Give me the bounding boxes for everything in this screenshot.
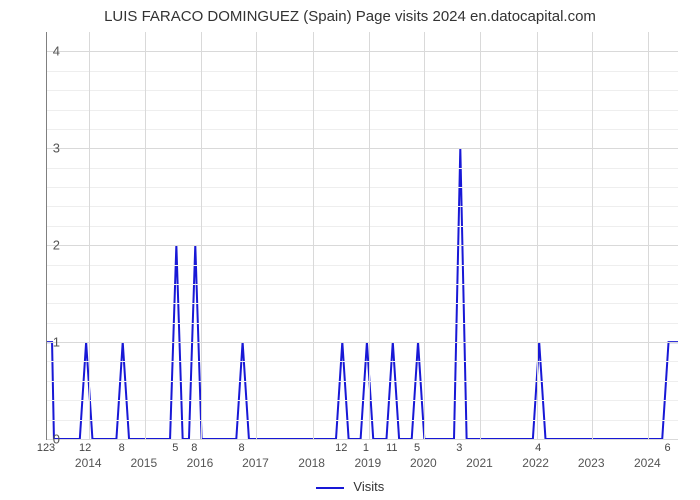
gridline-v (424, 32, 425, 439)
spike-value-label: 1 (363, 442, 369, 454)
legend: Visits (0, 479, 700, 494)
minor-gridline-h (47, 400, 678, 401)
chart-title: LUIS FARACO DOMINGUEZ (Spain) Page visit… (0, 8, 700, 25)
spike-value-label: 5 (172, 442, 178, 454)
spike-value-label: 12 (79, 442, 91, 454)
minor-gridline-h (47, 168, 678, 169)
spike-value-label: 5 (414, 442, 420, 454)
x-tick-year-label: 2015 (130, 456, 157, 470)
gridline-h (47, 51, 678, 52)
gridline-v (648, 32, 649, 439)
gridline-h (47, 439, 678, 440)
minor-gridline-h (47, 381, 678, 382)
minor-gridline-h (47, 323, 678, 324)
plot-area (46, 32, 678, 440)
x-tick-year-label: 2022 (522, 456, 549, 470)
legend-label: Visits (353, 479, 384, 494)
gridline-v (201, 32, 202, 439)
gridline-v (537, 32, 538, 439)
y-tick-label: 3 (40, 141, 60, 156)
gridline-h (47, 245, 678, 246)
y-tick-label: 1 (40, 335, 60, 350)
gridline-v (256, 32, 257, 439)
chart-container: LUIS FARACO DOMINGUEZ (Spain) Page visit… (0, 0, 700, 500)
gridline-v (145, 32, 146, 439)
spike-value-label: 8 (239, 442, 245, 454)
minor-gridline-h (47, 303, 678, 304)
gridline-h (47, 148, 678, 149)
minor-gridline-h (47, 129, 678, 130)
minor-gridline-h (47, 420, 678, 421)
gridline-v (480, 32, 481, 439)
minor-gridline-h (47, 110, 678, 111)
x-tick-year-label: 2017 (242, 456, 269, 470)
spike-value-label: 3 (456, 442, 462, 454)
spike-value-label: 8 (191, 442, 197, 454)
spike-value-label: 123 (37, 442, 55, 454)
minor-gridline-h (47, 206, 678, 207)
minor-gridline-h (47, 265, 678, 266)
gridline-h (47, 342, 678, 343)
minor-gridline-h (47, 284, 678, 285)
spike-value-label: 11 (386, 442, 397, 454)
spike-value-label: 4 (535, 442, 541, 454)
gridline-v (369, 32, 370, 439)
minor-gridline-h (47, 226, 678, 227)
y-tick-label: 4 (40, 44, 60, 59)
minor-gridline-h (47, 361, 678, 362)
x-tick-year-label: 2016 (187, 456, 214, 470)
gridline-v (313, 32, 314, 439)
y-tick-label: 2 (40, 238, 60, 253)
minor-gridline-h (47, 90, 678, 91)
minor-gridline-h (47, 71, 678, 72)
x-tick-year-label: 2018 (298, 456, 325, 470)
x-tick-year-label: 2014 (75, 456, 102, 470)
minor-gridline-h (47, 187, 678, 188)
x-tick-year-label: 2023 (578, 456, 605, 470)
spike-value-label: 12 (335, 442, 347, 454)
line-layer (47, 32, 678, 439)
legend-swatch (316, 487, 344, 489)
visits-line (47, 148, 678, 439)
gridline-v (592, 32, 593, 439)
spike-value-label: 6 (664, 442, 670, 454)
spike-value-label: 8 (119, 442, 125, 454)
gridline-v (89, 32, 90, 439)
x-tick-year-label: 2019 (354, 456, 381, 470)
x-tick-year-label: 2024 (634, 456, 661, 470)
x-tick-year-label: 2021 (466, 456, 493, 470)
x-tick-year-label: 2020 (410, 456, 437, 470)
